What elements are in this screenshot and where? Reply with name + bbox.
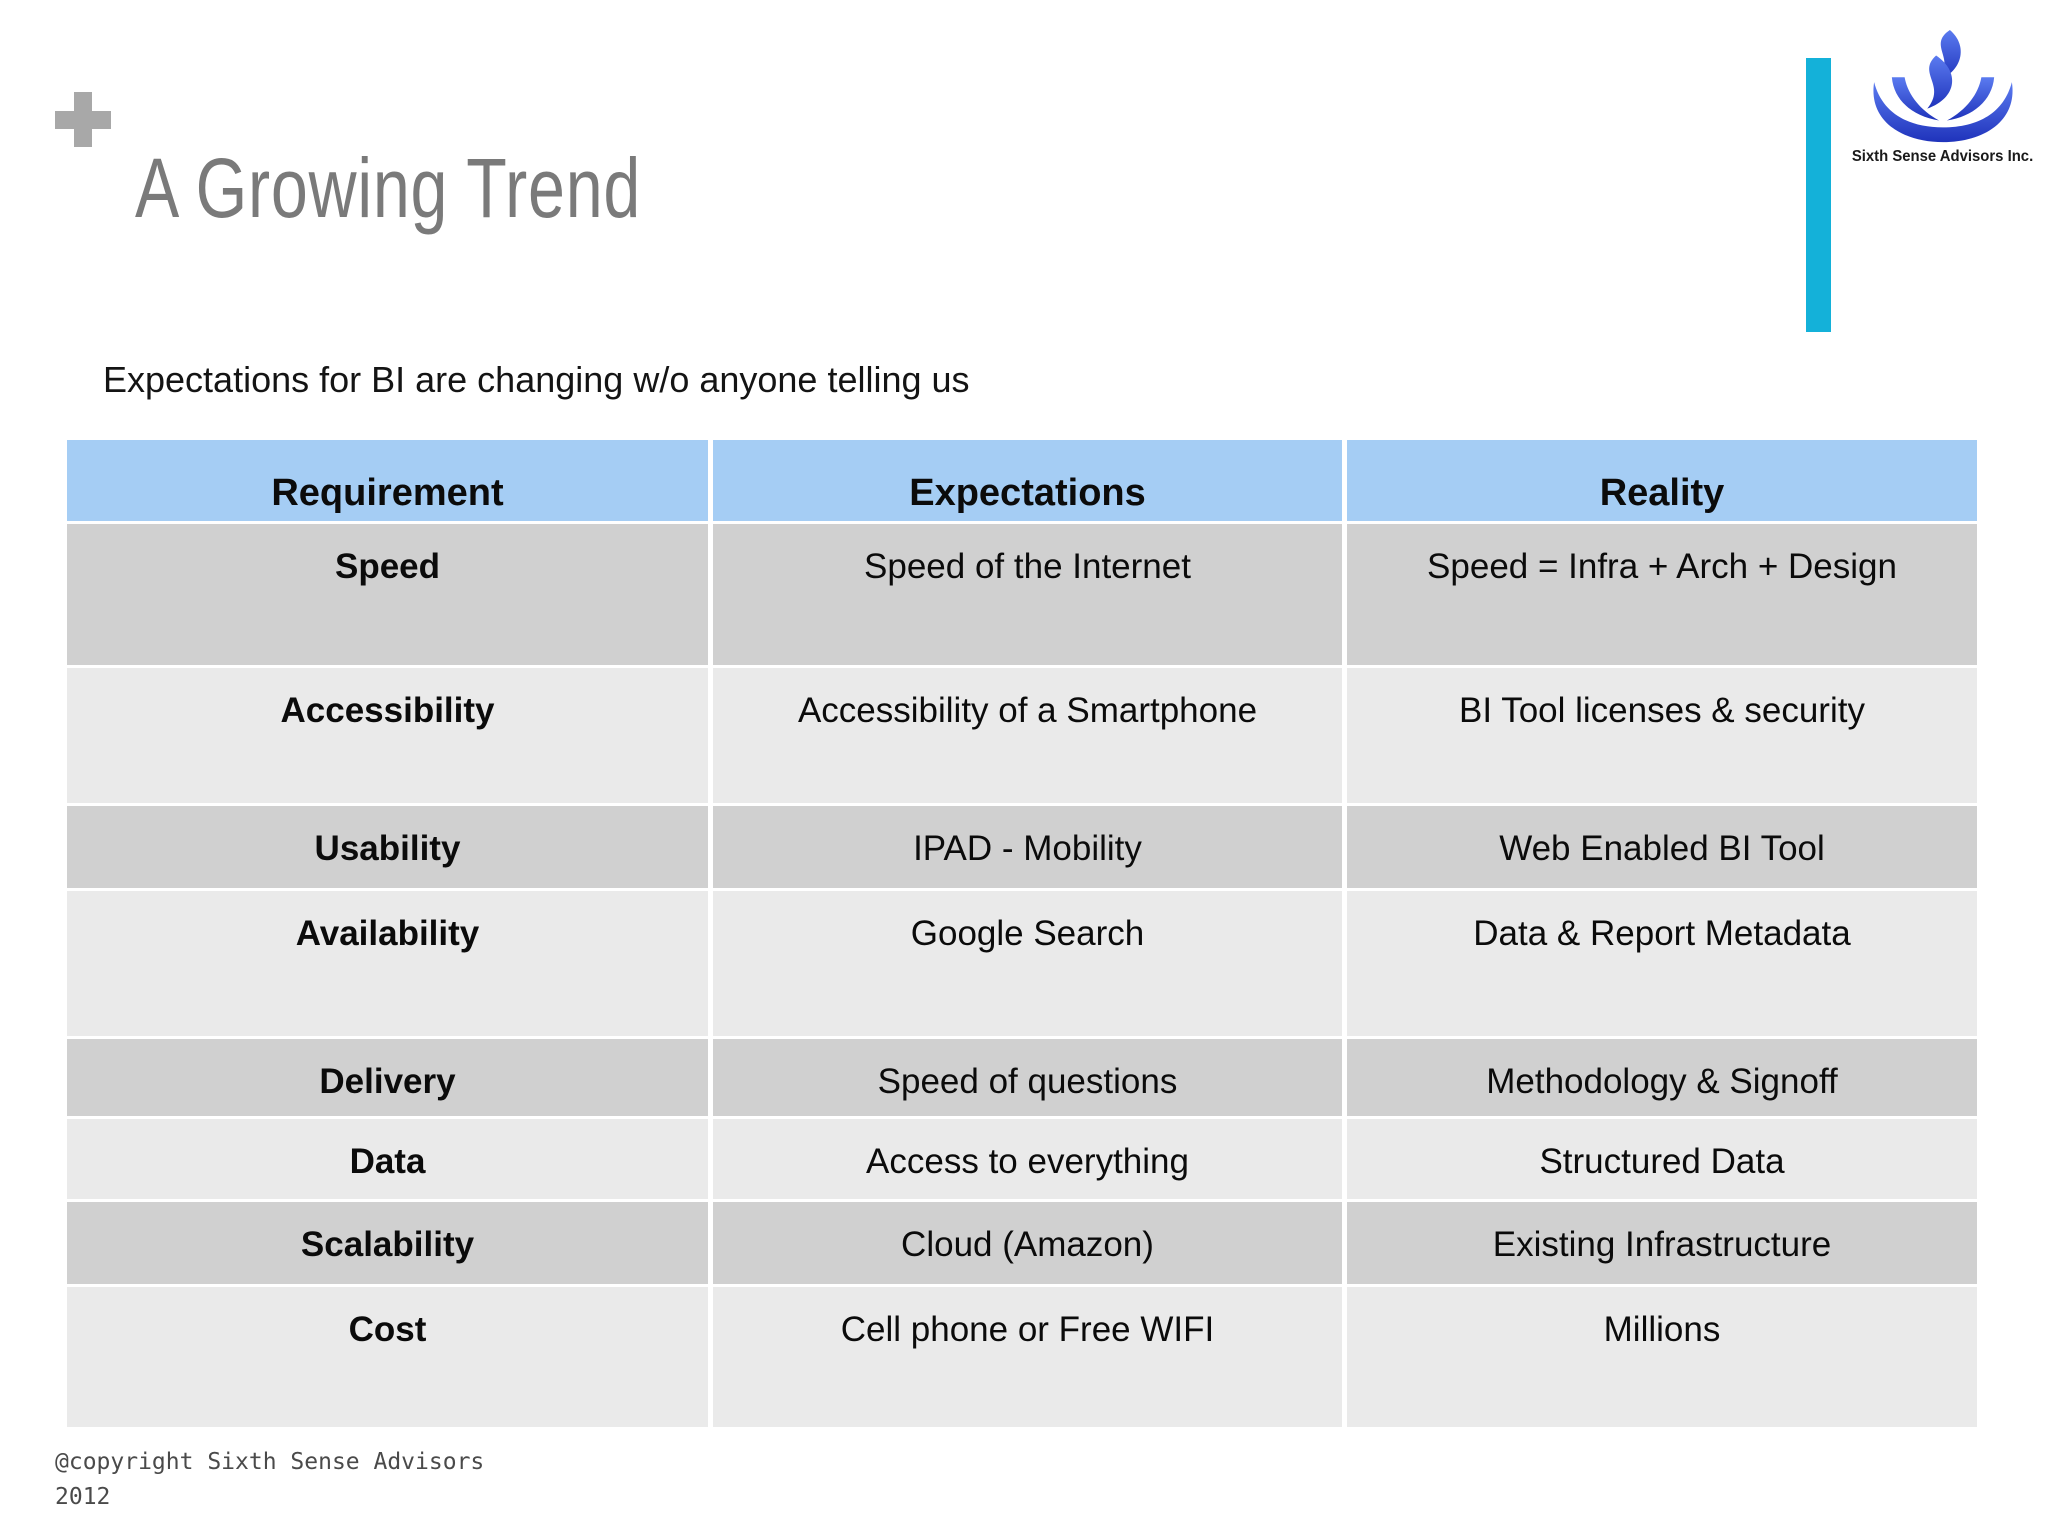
col-header-requirement: Requirement (67, 440, 708, 521)
cell-requirement: Availability (67, 891, 708, 1036)
cell-reality: Structured Data (1347, 1119, 1977, 1199)
accent-bar (1806, 58, 1831, 332)
cell-requirement: Accessibility (67, 668, 708, 803)
cell-requirement: Speed (67, 524, 708, 665)
copyright-line1: @copyright Sixth Sense Advisors (55, 1449, 485, 1475)
cell-expectation: Speed of the Internet (713, 524, 1342, 665)
table-row: Scalability Cloud (Amazon) Existing Infr… (67, 1202, 1977, 1284)
copyright-line2: 2012 (55, 1483, 111, 1510)
cell-reality: Millions (1347, 1287, 1977, 1427)
table-row: Accessibility Accessibility of a Smartph… (67, 668, 1977, 803)
cell-reality: Existing Infrastructure (1347, 1202, 1977, 1284)
col-header-reality: Reality (1347, 440, 1977, 521)
table-row: Data Access to everything Structured Dat… (67, 1119, 1977, 1199)
cell-expectation: Cell phone or Free WIFI (713, 1287, 1342, 1427)
cell-reality: Speed = Infra + Arch + Design (1347, 524, 1977, 665)
cell-expectation: Cloud (Amazon) (713, 1202, 1342, 1284)
cell-reality: Data & Report Metadata (1347, 891, 1977, 1036)
plus-icon (55, 92, 111, 147)
cell-reality: BI Tool licenses & security (1347, 668, 1977, 803)
table-row: Usability IPAD - Mobility Web Enabled BI… (67, 806, 1977, 888)
cell-requirement: Data (67, 1119, 708, 1199)
comparison-table: Requirement Expectations Reality Speed S… (62, 437, 1982, 1430)
slide-subtitle: Expectations for BI are changing w/o any… (103, 359, 970, 400)
swirl-flame-icon (1872, 29, 2013, 143)
cell-expectation: IPAD - Mobility (713, 806, 1342, 888)
table-header-row: Requirement Expectations Reality (67, 440, 1977, 521)
cell-expectation: Access to everything (713, 1119, 1342, 1199)
cell-requirement: Scalability (67, 1202, 708, 1284)
page-title: A Growing Trend (135, 141, 642, 235)
cell-reality: Methodology & Signoff (1347, 1039, 1977, 1116)
cell-requirement: Delivery (67, 1039, 708, 1116)
cell-expectation: Google Search (713, 891, 1342, 1036)
cell-requirement: Usability (67, 806, 708, 888)
copyright-footer: @copyright Sixth Sense Advisors 2012 (55, 1445, 484, 1514)
cell-expectation: Speed of questions (713, 1039, 1342, 1116)
company-logo: Sixth Sense Advisors Inc. (1845, 28, 2040, 166)
cell-reality: Web Enabled BI Tool (1347, 806, 1977, 888)
plus-icon-horizontal-bar (55, 111, 111, 129)
cell-requirement: Cost (67, 1287, 708, 1427)
cell-expectation: Accessibility of a Smartphone (713, 668, 1342, 803)
table-row: Cost Cell phone or Free WIFI Millions (67, 1287, 1977, 1427)
col-header-expectations: Expectations (713, 440, 1342, 521)
table-row: Availability Google Search Data & Report… (67, 891, 1977, 1036)
table-row: Delivery Speed of questions Methodology … (67, 1039, 1977, 1116)
company-logo-text: Sixth Sense Advisors Inc. (1851, 148, 2034, 165)
table-row: Speed Speed of the Internet Speed = Infr… (67, 524, 1977, 665)
